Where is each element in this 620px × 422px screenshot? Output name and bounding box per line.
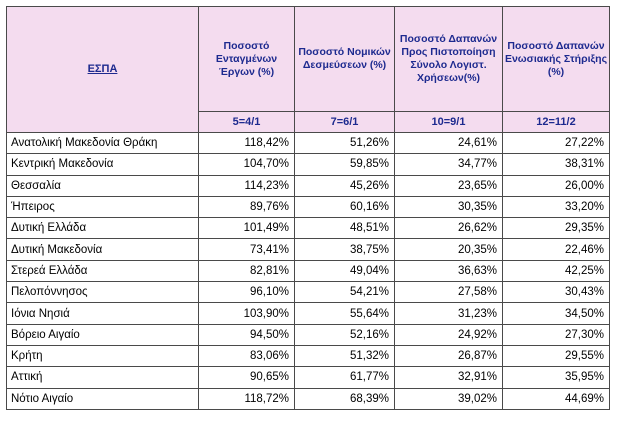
table-row: Αττική 90,65% 61,77% 32,91% 35,95% [6,366,610,389]
percent-cell: 73,41% [198,238,295,261]
table-body: Ανατολική Μακεδονία Θράκη 118,42% 51,26% 24… [6,131,610,410]
percent-cell: 38,31% [502,153,610,176]
percent-cell: 60,16% [294,195,395,219]
percent-cell: 61,77% [294,366,395,389]
percent-cell: 44,69% [502,387,610,410]
region-cell: Ήπειρος [6,195,199,219]
region-cell: Κεντρική Μακεδονία [6,153,199,176]
region-cell: Στερεά Ελλάδα [6,259,199,283]
percent-cell: 24,92% [394,323,503,346]
percent-cell: 90,65% [198,366,295,389]
percent-cell: 39,02% [394,387,503,410]
percent-cell: 103,90% [198,302,295,325]
header-union-support-expenses: Ποσοστό Δαπανών Ενωσιακής Στήριξης (%) [502,6,610,112]
percent-cell: 118,42% [198,131,295,155]
percent-cell: 20,35% [394,238,503,261]
header-certification-expenses: Ποσοστό Δαπανών Προς Πιστοποίηση Σύνολο … [394,6,503,112]
percent-cell: 82,81% [198,259,295,283]
percent-cell: 101,49% [198,217,295,240]
region-cell: Ιόνια Νησιά [6,302,199,325]
region-cell: Βόρειο Αιγαίο [6,323,199,346]
table-row: Βόρειο Αιγαίο 94,50% 52,16% 24,92% 27,30% [6,323,610,346]
percent-cell: 52,16% [294,323,395,346]
table-row: Πελοπόννησος 96,10% 54,21% 27,58% 30,43% [6,281,610,304]
region-cell: Δυτική Μακεδονία [6,238,199,261]
table-row: Ήπειρος 89,76% 60,16% 30,35% 33,20% [6,195,610,219]
percent-cell: 51,32% [294,344,395,368]
percent-cell: 36,63% [394,259,503,283]
percent-cell: 38,75% [294,238,395,261]
percent-cell: 51,26% [294,131,395,155]
formula-row: 5=4/1 7=6/1 10=9/1 12=11/2 [7,111,610,133]
percent-cell: 26,00% [502,174,610,197]
table-row: Κρήτη 83,06% 51,32% 26,87% 29,55% [6,344,610,368]
espa-table: ΕΣΠΑ Ποσοστό Ενταγμένων Έργων (%) Ποσοστ… [6,6,610,410]
percent-cell: 33,20% [502,195,610,219]
table-row: Θεσσαλία 114,23% 45,26% 23,65% 26,00% [6,174,610,197]
percent-cell: 96,10% [198,281,295,304]
formula-1: 5=4/1 [198,111,295,133]
percent-cell: 22,46% [502,238,610,261]
region-cell: Πελοπόννησος [6,281,199,304]
percent-cell: 29,35% [502,217,610,240]
percent-cell: 27,58% [394,281,503,304]
percent-cell: 29,55% [502,344,610,368]
percent-cell: 34,77% [394,153,503,176]
percent-cell: 30,43% [502,281,610,304]
table-row: Ιόνια Νησιά 103,90% 55,64% 31,23% 34,50% [6,302,610,325]
percent-cell: 83,06% [198,344,295,368]
percent-cell: 27,22% [502,131,610,155]
percent-cell: 104,70% [198,153,295,176]
formula-2: 7=6/1 [294,111,395,133]
region-cell: Νότιο Αιγαίο [6,387,199,410]
table-row: Κεντρική Μακεδονία 104,70% 59,85% 34,77% 38,… [6,153,610,176]
percent-cell: 55,64% [294,302,395,325]
table-row: Δυτική Ελλάδα 101,49% 48,51% 26,62% 29,35% [6,217,610,240]
percent-cell: 114,23% [198,174,295,197]
percent-cell: 48,51% [294,217,395,240]
table-row: Ανατολική Μακεδονία Θράκη 118,42% 51,26% 24… [6,131,610,155]
table-row: Στερεά Ελλάδα 82,81% 49,04% 36,63% 42,25% [6,259,610,283]
region-cell: Αττική [6,366,199,389]
header-legal-commitments: Ποσοστό Νομικών Δεσμεύσεων (%) [294,6,395,112]
region-cell: Θεσσαλία [6,174,199,197]
region-cell: Δυτική Ελλάδα [6,217,199,240]
percent-cell: 32,91% [394,366,503,389]
header-integrated-projects: Ποσοστό Ενταγμένων Έργων (%) [198,6,295,112]
percent-cell: 26,87% [394,344,503,368]
percent-cell: 35,95% [502,366,610,389]
table-container: ΕΣΠΑ Ποσοστό Ενταγμένων Έργων (%) Ποσοστ… [6,6,610,410]
percent-cell: 27,30% [502,323,610,346]
percent-cell: 24,61% [394,131,503,155]
table-row: Δυτική Μακεδονία 73,41% 38,75% 20,35% 22,46% [6,238,610,261]
percent-cell: 42,25% [502,259,610,283]
percent-cell: 68,39% [294,387,395,410]
formula-3: 10=9/1 [394,111,503,133]
percent-cell: 34,50% [502,302,610,325]
percent-cell: 26,62% [394,217,503,240]
percent-cell: 89,76% [198,195,295,219]
region-cell: Ανατολική Μακεδονία Θράκη [6,131,199,155]
percent-cell: 94,50% [198,323,295,346]
percent-cell: 118,72% [198,387,295,410]
percent-cell: 30,35% [394,195,503,219]
percent-cell: 23,65% [394,174,503,197]
percent-cell: 54,21% [294,281,395,304]
percent-cell: 31,23% [394,302,503,325]
region-cell: Κρήτη [6,344,199,368]
percent-cell: 49,04% [294,259,395,283]
header-espa: ΕΣΠΑ [6,6,199,133]
header-row: ΕΣΠΑ Ποσοστό Ενταγμένων Έργων (%) Ποσοστ… [6,6,610,133]
percent-cell: 45,26% [294,174,395,197]
percent-cell: 59,85% [294,153,395,176]
table-row: Νότιο Αιγαίο 118,72% 68,39% 39,02% 44,69% [6,387,610,410]
formula-4: 12=11/2 [502,111,610,133]
